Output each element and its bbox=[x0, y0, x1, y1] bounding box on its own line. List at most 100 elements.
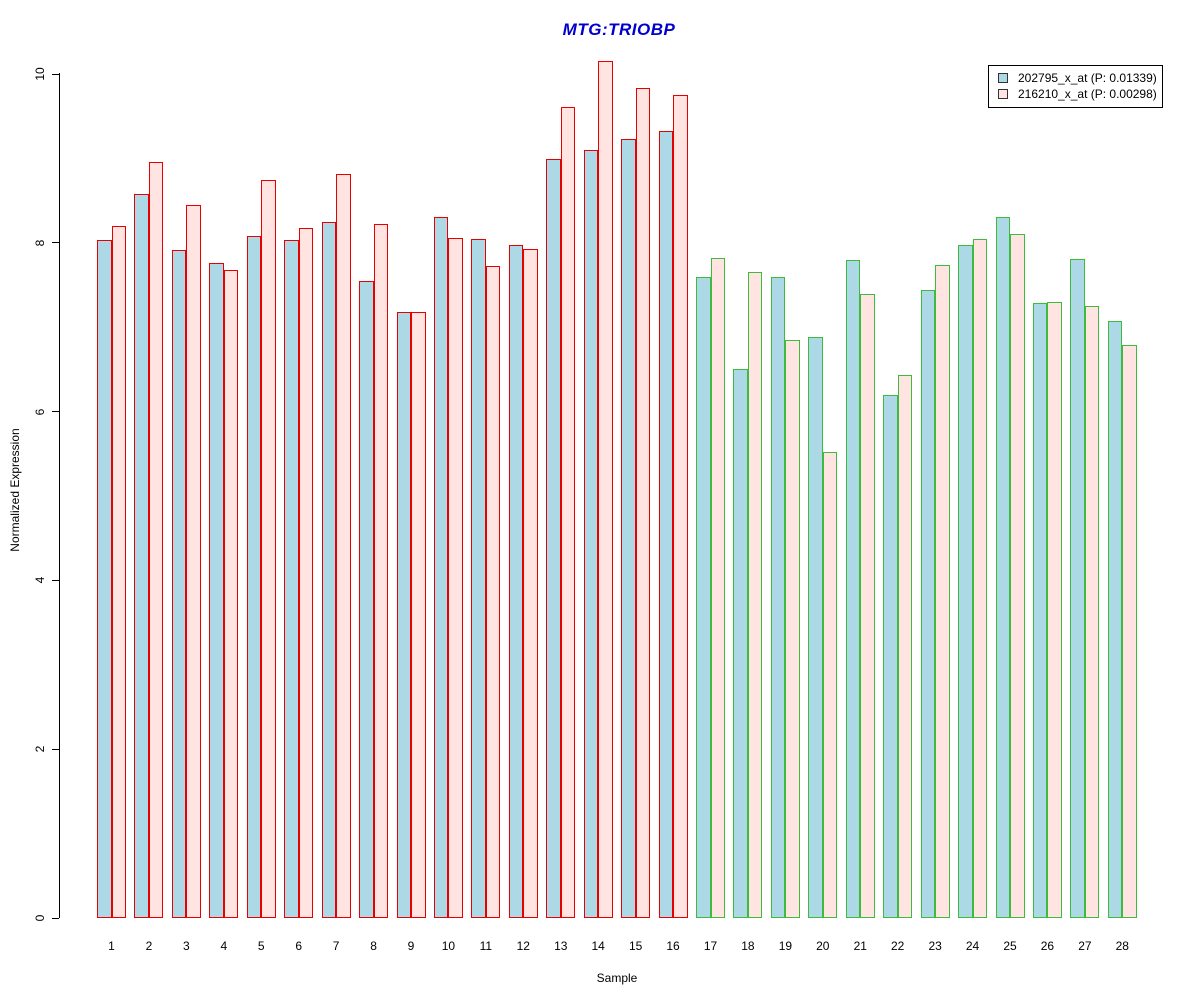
bar bbox=[1010, 233, 1025, 918]
bar-group-sample-20 bbox=[808, 337, 838, 918]
bar-group-sample-15 bbox=[621, 87, 651, 918]
bar bbox=[1084, 306, 1100, 918]
bar bbox=[1032, 302, 1048, 918]
bar-group-sample-10 bbox=[433, 216, 463, 918]
bar bbox=[658, 130, 674, 918]
x-tick-label: 10 bbox=[441, 939, 456, 953]
bar bbox=[485, 266, 501, 918]
chart-title: MTG:TRIOBP bbox=[562, 20, 676, 39]
bar bbox=[336, 173, 351, 918]
x-tick-label: 22 bbox=[891, 939, 905, 953]
bar bbox=[920, 290, 936, 918]
bar bbox=[808, 337, 823, 918]
bar bbox=[770, 277, 786, 918]
bar-group-sample-8 bbox=[359, 224, 389, 918]
bar bbox=[396, 312, 411, 918]
y-tick-label: 0 bbox=[33, 914, 47, 922]
bar bbox=[546, 159, 561, 918]
x-tick-label: 1 bbox=[108, 939, 115, 953]
bar bbox=[860, 294, 875, 918]
x-tick-label: 27 bbox=[1078, 939, 1092, 953]
y-axis-label: Normalized Expression bbox=[8, 428, 22, 552]
legend-label: 216210_x_at (P: 0.00298) bbox=[1018, 87, 1157, 101]
x-tick-label: 18 bbox=[741, 939, 755, 953]
bar bbox=[433, 216, 449, 918]
bar-group-sample-6 bbox=[284, 227, 314, 918]
y-tick-mark bbox=[52, 73, 59, 75]
bar bbox=[246, 236, 262, 918]
bar bbox=[373, 224, 389, 918]
x-axis-ticks: 1 2 3 4 5 6 7 8 9 10 11 12 13 14 15 16 17 18 19 20 21 22 23 24 2… bbox=[97, 939, 1137, 953]
bar bbox=[448, 237, 463, 918]
plot-area bbox=[97, 40, 1137, 918]
bar bbox=[1107, 321, 1123, 918]
y-axis-line bbox=[59, 73, 60, 918]
bar bbox=[321, 221, 337, 918]
bar bbox=[223, 269, 239, 918]
x-tick-label: 12 bbox=[516, 939, 530, 953]
bar bbox=[995, 216, 1010, 918]
x-tick-label: 9 bbox=[407, 939, 415, 953]
y-tick-mark bbox=[52, 917, 59, 919]
bar bbox=[508, 244, 524, 918]
y-tick-label: 10 bbox=[33, 67, 47, 81]
bar bbox=[186, 204, 201, 918]
y-tick-label: 4 bbox=[33, 577, 47, 584]
bar-group-sample-26 bbox=[1032, 301, 1062, 918]
x-tick-label: 3 bbox=[183, 939, 190, 953]
bar-group-sample-27 bbox=[1070, 258, 1100, 918]
bar bbox=[635, 87, 651, 918]
x-tick-label: 5 bbox=[257, 939, 265, 953]
x-tick-label: 28 bbox=[1115, 939, 1129, 953]
bar bbox=[883, 394, 898, 918]
bar bbox=[471, 238, 486, 918]
bar-group-sample-16 bbox=[658, 95, 688, 918]
bar bbox=[298, 227, 314, 918]
bar bbox=[845, 259, 861, 918]
x-tick-label: 15 bbox=[628, 939, 643, 953]
bar bbox=[621, 139, 636, 918]
bar-group-sample-9 bbox=[396, 312, 426, 918]
x-tick-label: 23 bbox=[928, 939, 942, 953]
bar bbox=[958, 245, 973, 918]
bar bbox=[583, 149, 599, 918]
bar bbox=[897, 375, 913, 918]
bar-group-sample-2 bbox=[134, 161, 164, 918]
x-tick-label: 21 bbox=[853, 939, 867, 953]
bar-group-sample-28 bbox=[1107, 321, 1137, 918]
bar-group-sample-23 bbox=[920, 264, 950, 918]
x-tick-label: 13 bbox=[554, 939, 568, 953]
bar bbox=[822, 452, 838, 918]
bar bbox=[673, 95, 688, 918]
y-tick-mark bbox=[52, 242, 59, 244]
x-tick-label: 19 bbox=[778, 939, 793, 953]
x-tick-label: 11 bbox=[479, 939, 493, 953]
legend-row: 216210_x_at (P: 0.00298) bbox=[998, 86, 1157, 102]
bar bbox=[972, 239, 988, 918]
legend: 202795_x_at (P: 0.01339) 216210_x_at (P: … bbox=[988, 65, 1163, 108]
bar bbox=[523, 248, 538, 918]
bar-group-sample-4 bbox=[209, 263, 239, 918]
y-tick-label: 2 bbox=[33, 745, 47, 753]
x-tick-label: 17 bbox=[703, 939, 718, 953]
bar-group-sample-12 bbox=[508, 244, 538, 918]
bar bbox=[359, 280, 374, 918]
bar bbox=[97, 240, 112, 918]
bar-group-sample-25 bbox=[995, 216, 1025, 918]
bar-group-sample-1 bbox=[97, 225, 126, 918]
bar bbox=[261, 179, 276, 918]
y-tick-mark bbox=[52, 411, 59, 413]
x-tick-label: 7 bbox=[332, 939, 340, 953]
bar-group-sample-19 bbox=[770, 277, 800, 918]
x-tick-label: 4 bbox=[220, 939, 228, 953]
x-axis-label: Sample bbox=[596, 971, 638, 985]
x-tick-label: 20 bbox=[816, 939, 830, 953]
x-tick-label: 2 bbox=[145, 939, 153, 953]
x-tick-label: 6 bbox=[295, 939, 303, 953]
bar-group-sample-21 bbox=[845, 259, 875, 918]
y-tick-label: 8 bbox=[33, 239, 47, 247]
bar bbox=[411, 312, 426, 918]
bar bbox=[209, 263, 224, 918]
bar-group-sample-11 bbox=[471, 238, 501, 918]
